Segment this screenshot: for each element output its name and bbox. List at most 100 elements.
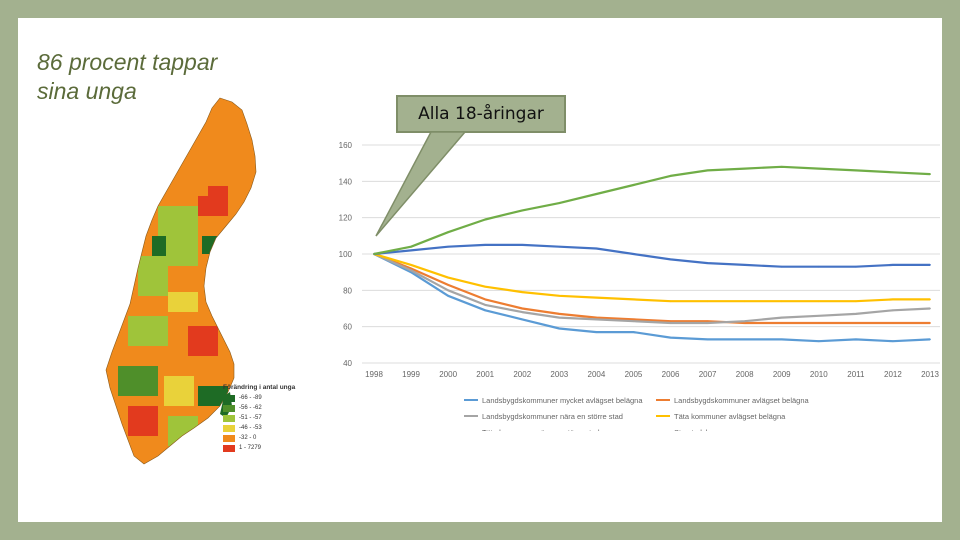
data-point xyxy=(817,167,820,170)
data-point xyxy=(743,322,746,324)
y-tick-label: 60 xyxy=(343,323,352,332)
data-point xyxy=(373,253,375,255)
x-tick-label: 2001 xyxy=(476,370,494,379)
data-point xyxy=(780,322,783,324)
data-point xyxy=(892,340,894,343)
data-point xyxy=(817,340,820,343)
data-point xyxy=(743,338,746,341)
data-point xyxy=(447,283,450,286)
map-legend-label: -56 - -62 xyxy=(239,405,262,411)
x-tick-label: 1999 xyxy=(402,370,420,379)
data-point xyxy=(669,300,672,303)
map-legend-swatch xyxy=(223,394,235,402)
data-point xyxy=(929,338,931,341)
x-tick-label: 2000 xyxy=(439,370,457,379)
map-legend-swatch xyxy=(223,414,235,422)
legend-label: Täta kommuner avlägset belägna xyxy=(674,412,786,421)
data-point xyxy=(706,169,709,172)
data-point xyxy=(410,267,412,270)
data-point xyxy=(929,307,931,310)
data-point xyxy=(743,320,746,323)
y-tick-label: 160 xyxy=(339,141,353,150)
data-point xyxy=(706,262,709,264)
data-point xyxy=(854,300,857,303)
data-point xyxy=(558,316,561,319)
data-point xyxy=(669,322,672,324)
map-legend-title: Förändring i antal unga xyxy=(223,384,296,391)
y-tick-label: 140 xyxy=(339,177,353,186)
data-point xyxy=(447,294,450,297)
data-point xyxy=(780,165,783,168)
x-tick-label: 2004 xyxy=(588,370,606,379)
map-legend-swatch xyxy=(223,424,235,432)
x-tick-label: 2012 xyxy=(884,370,902,379)
x-tick-label: 2011 xyxy=(847,370,865,379)
data-point xyxy=(892,171,894,174)
series-line xyxy=(373,165,931,256)
data-point xyxy=(410,269,412,272)
slide-title-line1: 86 procent tappar xyxy=(37,49,218,75)
data-point xyxy=(892,298,894,301)
data-point xyxy=(780,338,783,341)
data-point xyxy=(780,316,783,319)
data-point xyxy=(706,320,709,323)
x-tick-label: 2007 xyxy=(699,370,717,379)
data-point xyxy=(484,218,487,221)
data-point xyxy=(817,314,820,317)
map-legend-item: -51 - -57 xyxy=(223,413,295,423)
data-point xyxy=(854,313,857,315)
data-point xyxy=(743,264,746,266)
data-point xyxy=(929,298,931,301)
series-line xyxy=(373,252,930,325)
data-point xyxy=(632,298,635,301)
map-legend-swatch xyxy=(223,434,235,442)
series-line xyxy=(373,252,931,325)
data-point xyxy=(632,318,635,321)
map-legend-label: -32 - 0 xyxy=(239,435,257,441)
data-point xyxy=(521,318,524,321)
x-tick-label: 2009 xyxy=(773,370,791,379)
data-point xyxy=(669,258,672,261)
y-tick-label: 40 xyxy=(343,359,352,368)
map-legend-label: -46 - -53 xyxy=(239,425,262,431)
data-point xyxy=(447,289,450,292)
legend-label: Landsbygdskommuner nära en större stad xyxy=(482,412,623,421)
map-legend-swatch xyxy=(223,444,235,452)
callout-box: Alla 18-åringar xyxy=(396,95,566,133)
data-point xyxy=(595,247,598,250)
data-point xyxy=(854,169,857,172)
data-point xyxy=(817,322,820,324)
data-point xyxy=(669,336,672,339)
data-point xyxy=(484,309,487,312)
x-tick-label: 2005 xyxy=(625,370,643,379)
series-line xyxy=(373,253,931,343)
data-point xyxy=(632,331,635,334)
data-point xyxy=(817,265,820,268)
callout-pointer xyxy=(375,131,467,237)
data-point xyxy=(929,173,931,175)
slide: 86 procent tappar sina unga xyxy=(18,18,942,522)
data-point xyxy=(447,245,450,248)
map-legend-label: -51 - -57 xyxy=(239,415,262,421)
data-point xyxy=(521,209,524,212)
map-legend: Förändring i antal unga -66 - -89 -56 - -… xyxy=(223,384,295,453)
data-point xyxy=(929,264,931,266)
map-legend-item: -46 - -53 xyxy=(223,423,295,433)
data-point xyxy=(743,167,746,170)
data-point xyxy=(521,291,524,294)
data-point xyxy=(410,245,412,248)
map-legend-label: 1 - 7279 xyxy=(239,445,262,451)
legend-label: Täta kommuner nära en större stad xyxy=(482,428,600,431)
y-tick-label: 100 xyxy=(339,250,353,259)
data-point xyxy=(410,249,412,252)
data-point xyxy=(447,231,450,234)
legend-label: Storstadskommuner xyxy=(674,428,742,431)
y-tick-label: 80 xyxy=(343,286,352,295)
map-legend-item: -56 - -62 xyxy=(223,403,295,413)
data-point xyxy=(632,320,635,323)
data-point xyxy=(817,300,820,303)
data-point xyxy=(929,322,931,324)
data-point xyxy=(484,303,487,306)
data-point xyxy=(595,318,598,321)
data-point xyxy=(892,264,894,266)
